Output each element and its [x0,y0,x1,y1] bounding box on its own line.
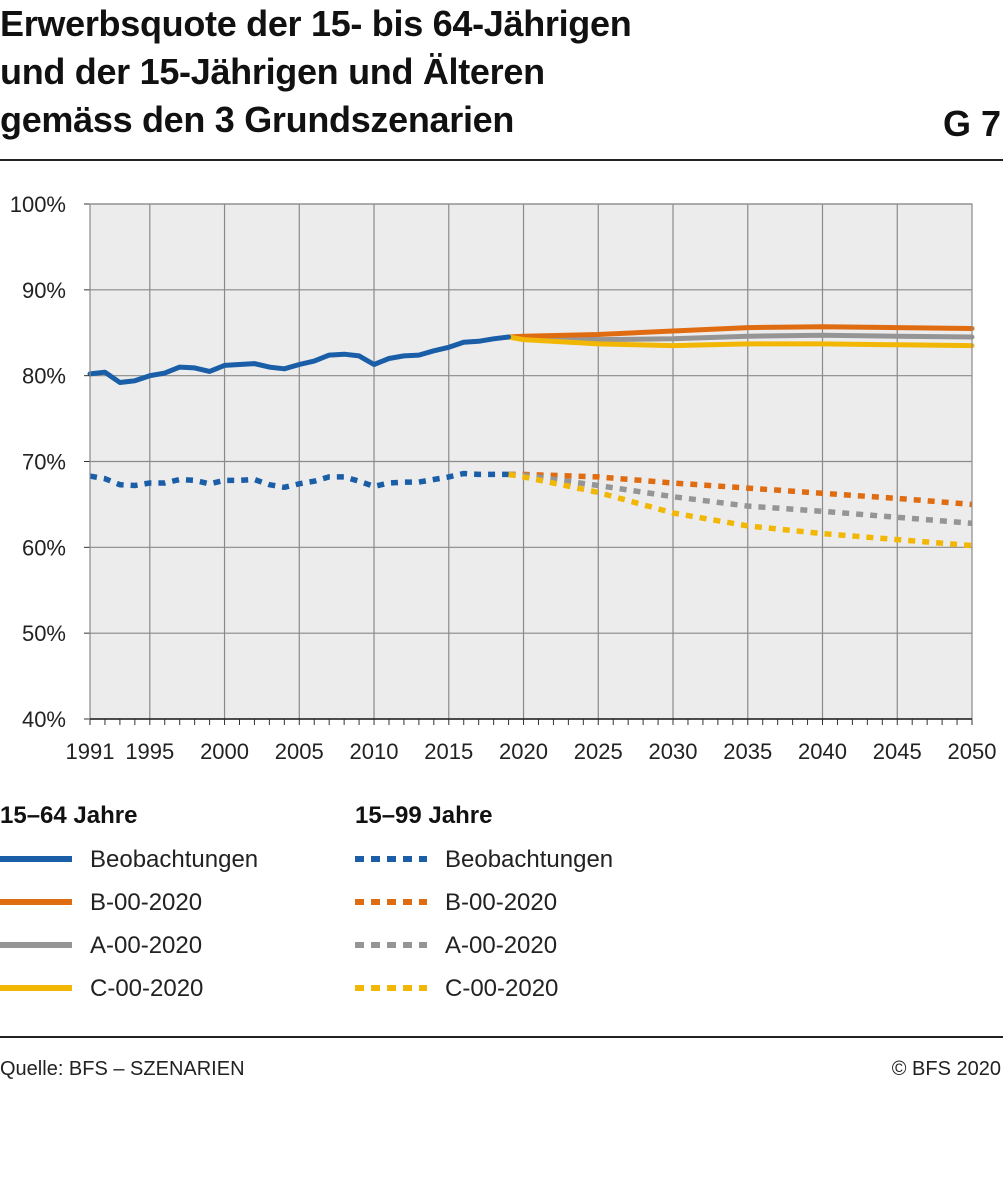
y-tick-label: 80% [22,364,66,389]
footer-divider [0,1036,1003,1038]
legend-label: A-00-2020 [90,932,203,959]
legend-swatch [355,942,427,948]
grid-lines [90,203,972,720]
y-tick-label: 50% [22,621,66,646]
series-line-15-99-b-00-2020 [508,471,973,508]
legend-swatch [355,856,427,862]
x-tick-label: 1991 [66,739,115,764]
source-note: Quelle: BFS – SZENARIEN [0,1058,245,1080]
copyright-note: © BFS 2020 [891,1058,1001,1080]
x-tick-label: 2005 [275,739,324,764]
legend-swatch [0,856,72,862]
y-tick-label: 60% [22,535,66,560]
series-group [87,324,975,549]
legend-swatch [355,899,427,905]
chart-title: Erwerbsquote der 15- bis 64-Jährigen und… [0,0,960,144]
x-tick-label: 2000 [200,739,249,764]
y-tick-label: 70% [22,450,66,475]
legend-label: C-00-2020 [90,975,204,1002]
legend-label: B-00-2020 [445,889,558,916]
series-line-15-64-beobachtungen [87,334,512,385]
x-tick-label: 2045 [873,739,922,764]
legend-group-15-64: 15–64 Jahre [0,802,138,829]
legend-label: C-00-2020 [445,975,559,1002]
y-tick-label: 90% [22,278,66,303]
chart-code: G 7 [942,103,1001,144]
y-tick-label: 40% [22,707,66,732]
axes: 40% 50% 60% 70% 80% 90% 100% 1991 1995 2000 2005 20… [10,192,997,764]
legend-label: Beobachtungen [445,846,614,873]
chart-title-line: und der 15-Jährigen und Älteren [0,51,545,92]
y-tick-label: 100% [10,192,66,217]
legend-label: Beobachtungen [90,846,259,873]
legend-swatch [0,985,72,991]
legend-label: A-00-2020 [445,932,558,959]
x-tick-label: 2030 [649,739,698,764]
x-tick-label: 2010 [350,739,399,764]
series-line-15-64-c-00-2020 [506,334,975,349]
series-line-15-64-b-00-2020 [506,324,975,340]
x-tick-label: 1995 [125,739,174,764]
legend-group-15-99: 15–99 Jahre [355,802,493,829]
x-tick-label: 2020 [499,739,548,764]
header-divider [0,159,1003,161]
x-tick-label: 2035 [723,739,772,764]
legend-swatch [355,985,427,991]
series-line-15-99-beobachtungen [89,470,509,491]
legend-label: B-00-2020 [90,889,203,916]
legend-swatch [0,899,72,905]
chart-title-line: Erwerbsquote der 15- bis 64-Jährigen [0,3,632,44]
series-line-15-99-a-00-2020 [508,471,973,527]
x-tick-label: 2025 [574,739,623,764]
line-chart: 40% 50% 60% 70% 80% 90% 100% 1991 1995 2000 2005 20… [10,192,997,764]
x-tick-label: 2015 [424,739,473,764]
x-tick-label: 2050 [948,739,997,764]
series-line-15-99-c-00-2020 [508,471,973,549]
chart-title-line: gemäss den 3 Grundszenarien [0,99,515,140]
x-tick-label: 2040 [798,739,847,764]
legend-swatch [0,942,72,948]
